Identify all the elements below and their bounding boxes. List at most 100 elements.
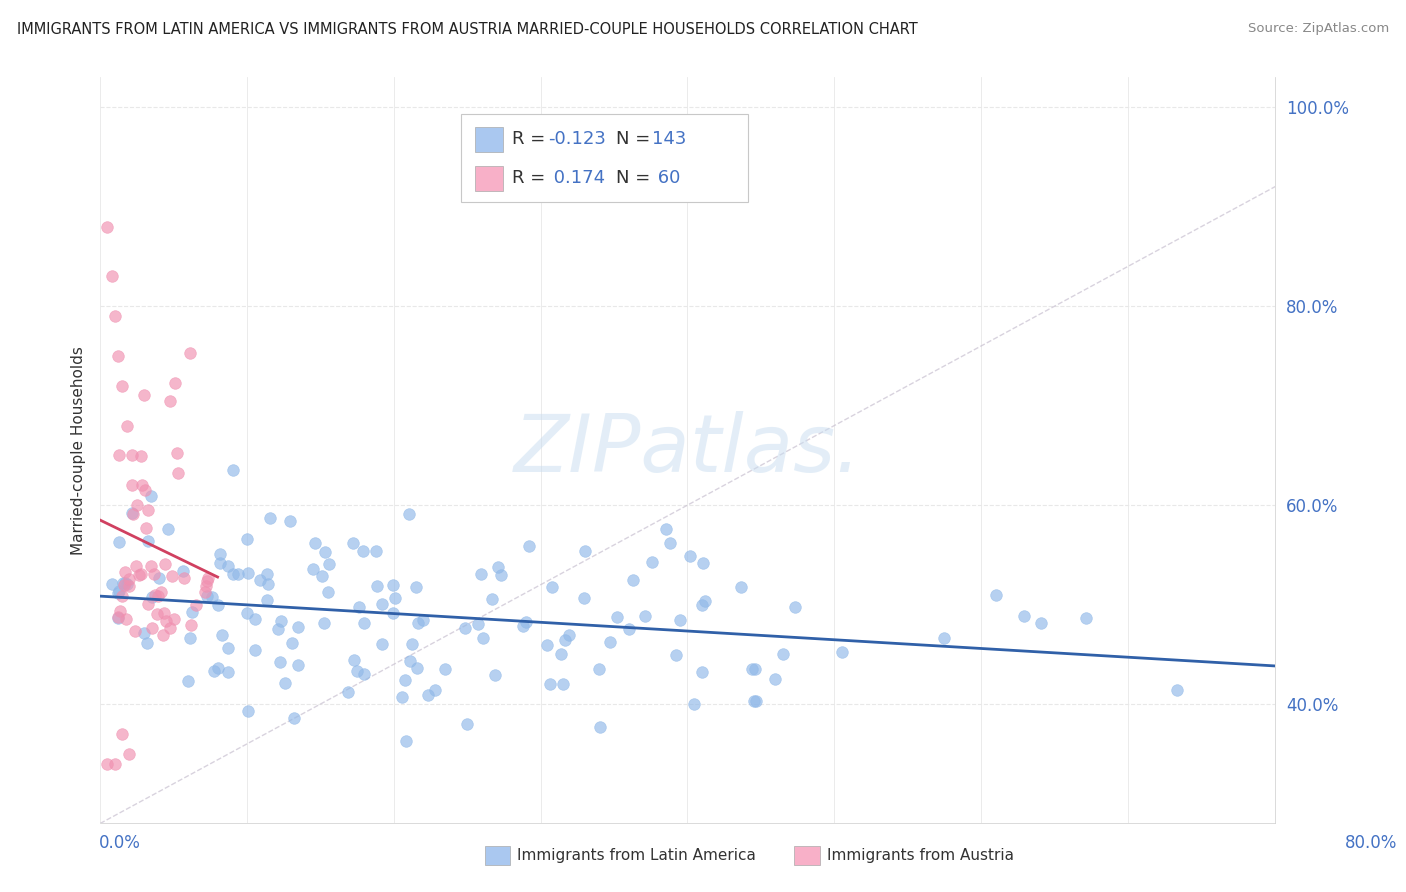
- Point: [588, 662, 610, 676]
- Point: [197, 571, 219, 585]
- Point: [136, 503, 159, 517]
- Point: [984, 588, 1007, 602]
- Point: [394, 673, 416, 687]
- Point: [195, 589, 218, 603]
- Text: Immigrants from Austria: Immigrants from Austria: [827, 848, 1014, 863]
- Text: N =: N =: [616, 169, 655, 187]
- Point: [406, 615, 429, 630]
- Point: [166, 467, 188, 481]
- Point: [107, 585, 129, 599]
- Point: [125, 498, 148, 512]
- Point: [111, 727, 134, 741]
- Point: [222, 463, 245, 477]
- Point: [353, 616, 375, 631]
- Point: [115, 612, 138, 626]
- Point: [395, 734, 418, 748]
- Point: [101, 577, 124, 591]
- Point: [364, 543, 387, 558]
- Point: [381, 578, 404, 592]
- Text: N =: N =: [616, 130, 655, 148]
- Point: [606, 609, 628, 624]
- Point: [456, 717, 478, 731]
- Point: [283, 710, 305, 724]
- Text: Immigrants from Latin America: Immigrants from Latin America: [517, 848, 756, 863]
- Point: [741, 662, 763, 676]
- Point: [259, 511, 281, 525]
- Point: [222, 567, 245, 582]
- Point: [343, 653, 366, 667]
- Point: [256, 566, 278, 581]
- Point: [236, 533, 259, 547]
- Point: [599, 634, 621, 648]
- Point: [634, 608, 657, 623]
- Point: [316, 585, 339, 599]
- Point: [115, 418, 138, 433]
- Point: [399, 654, 422, 668]
- Point: [177, 674, 200, 689]
- Point: [217, 558, 239, 573]
- Point: [107, 349, 129, 363]
- Point: [541, 580, 564, 594]
- Point: [472, 631, 495, 645]
- Point: [744, 694, 766, 708]
- Point: [104, 756, 127, 771]
- Point: [302, 561, 325, 575]
- Point: [589, 720, 612, 734]
- Point: [763, 672, 786, 686]
- Point: [467, 616, 489, 631]
- Point: [184, 598, 207, 612]
- Point: [280, 636, 302, 650]
- Point: [412, 613, 434, 627]
- Point: [107, 534, 129, 549]
- Point: [112, 578, 135, 592]
- Point: [405, 580, 427, 594]
- Point: [148, 571, 170, 585]
- Point: [574, 544, 596, 558]
- Point: [115, 577, 138, 591]
- Point: [249, 574, 271, 588]
- Point: [209, 556, 232, 570]
- Point: [454, 621, 477, 635]
- Point: [118, 747, 141, 761]
- Point: [932, 631, 955, 645]
- Text: 143: 143: [652, 130, 686, 148]
- Point: [690, 665, 713, 680]
- Point: [101, 269, 124, 284]
- Point: [287, 620, 309, 634]
- Point: [489, 567, 512, 582]
- Point: [831, 645, 853, 659]
- Point: [257, 576, 280, 591]
- Point: [132, 626, 155, 640]
- Point: [153, 606, 176, 620]
- Point: [270, 614, 292, 628]
- Point: [118, 573, 141, 587]
- Point: [1012, 609, 1035, 624]
- Point: [179, 346, 201, 360]
- Point: [665, 648, 688, 662]
- Point: [398, 508, 420, 522]
- Point: [682, 698, 704, 712]
- Point: [1166, 682, 1188, 697]
- Point: [180, 617, 202, 632]
- Point: [512, 619, 534, 633]
- Point: [287, 657, 309, 672]
- Point: [553, 676, 575, 690]
- Point: [141, 591, 163, 605]
- Point: [124, 624, 146, 639]
- Point: [226, 566, 249, 581]
- Point: [517, 539, 540, 553]
- Point: [166, 446, 188, 460]
- Point: [209, 548, 232, 562]
- Point: [160, 569, 183, 583]
- Point: [149, 585, 172, 599]
- Point: [536, 638, 558, 652]
- Point: [134, 387, 156, 401]
- Point: [1074, 611, 1097, 625]
- Point: [384, 591, 406, 605]
- Point: [114, 575, 136, 590]
- Point: [155, 614, 177, 628]
- Point: [128, 567, 150, 582]
- Point: [136, 597, 159, 611]
- Point: [217, 665, 239, 679]
- Text: R =: R =: [512, 130, 551, 148]
